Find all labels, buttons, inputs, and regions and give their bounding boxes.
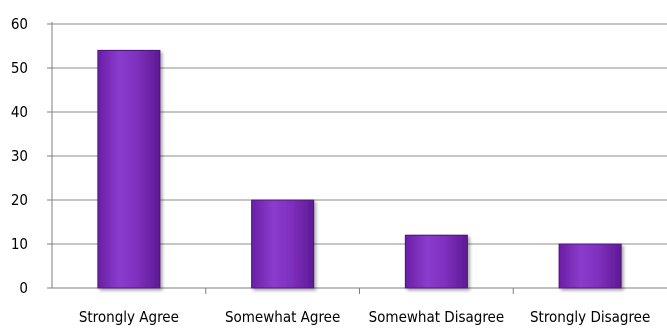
y-tick-label: 40 <box>11 103 28 121</box>
y-tick-label: 30 <box>11 147 28 165</box>
x-category-label: Strongly Agree <box>79 308 179 326</box>
x-category-label: Somewhat Agree <box>225 308 340 326</box>
bar <box>558 243 622 289</box>
y-tick-label: 60 <box>11 15 28 33</box>
bar <box>97 49 161 289</box>
x-category-label: Strongly Disagree <box>530 308 650 326</box>
bar <box>404 234 468 289</box>
x-category-label: Somewhat Disagree <box>369 308 505 326</box>
y-tick-label: 10 <box>11 235 28 253</box>
x-category-labels: Strongly Agree Somewhat Agree Somewhat Dis… <box>79 308 650 326</box>
bar <box>251 199 315 289</box>
bars <box>97 49 622 289</box>
y-tick-label: 20 <box>11 191 28 209</box>
y-tick-label: 0 <box>19 279 28 297</box>
y-tick-label: 50 <box>11 59 28 77</box>
y-tick-labels: 0 10 20 30 40 50 60 <box>11 15 28 297</box>
